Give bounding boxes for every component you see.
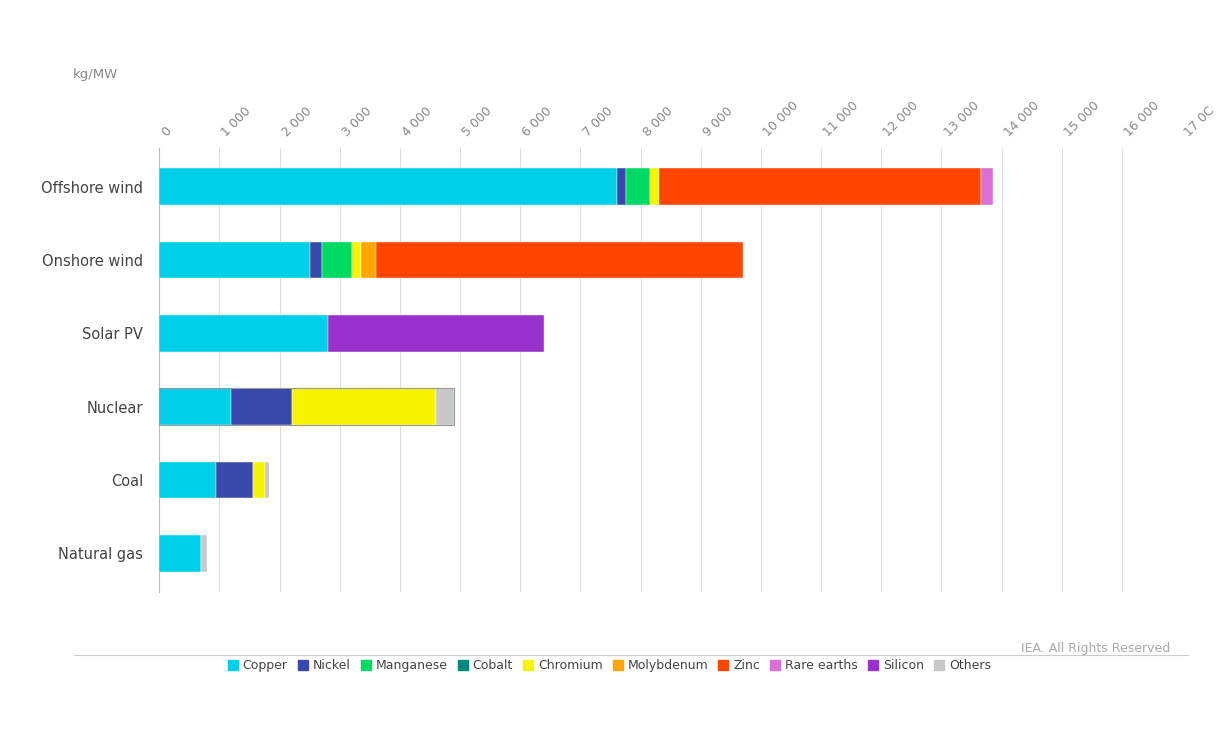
Bar [159,315,328,352]
Legend: Copper, Nickel, Manganese, Cobalt, Chromium, Molybdenum, Zinc, Rare earths, Sili: Copper, Nickel, Manganese, Cobalt, Chrom… [228,659,991,673]
Bar [159,168,616,205]
Bar [159,388,232,425]
Bar [322,241,352,278]
Bar [436,388,454,425]
Bar [232,388,292,425]
Bar [159,462,217,499]
Bar [201,535,207,572]
Bar [159,535,201,572]
Bar [252,462,265,499]
Bar [376,241,742,278]
Bar [217,462,252,499]
Bar [328,315,544,352]
Bar [649,168,659,205]
Bar [361,241,376,278]
Bar [310,241,322,278]
Text: kg/MW: kg/MW [72,68,118,81]
Bar [159,241,310,278]
Bar [980,168,992,205]
Bar [265,462,270,499]
Bar [292,388,436,425]
Bar [616,168,626,205]
Bar [659,168,980,205]
Bar [352,241,361,278]
Text: IEA. All Rights Reserved: IEA. All Rights Reserved [1020,642,1170,655]
Bar [159,388,454,425]
Bar [626,168,649,205]
